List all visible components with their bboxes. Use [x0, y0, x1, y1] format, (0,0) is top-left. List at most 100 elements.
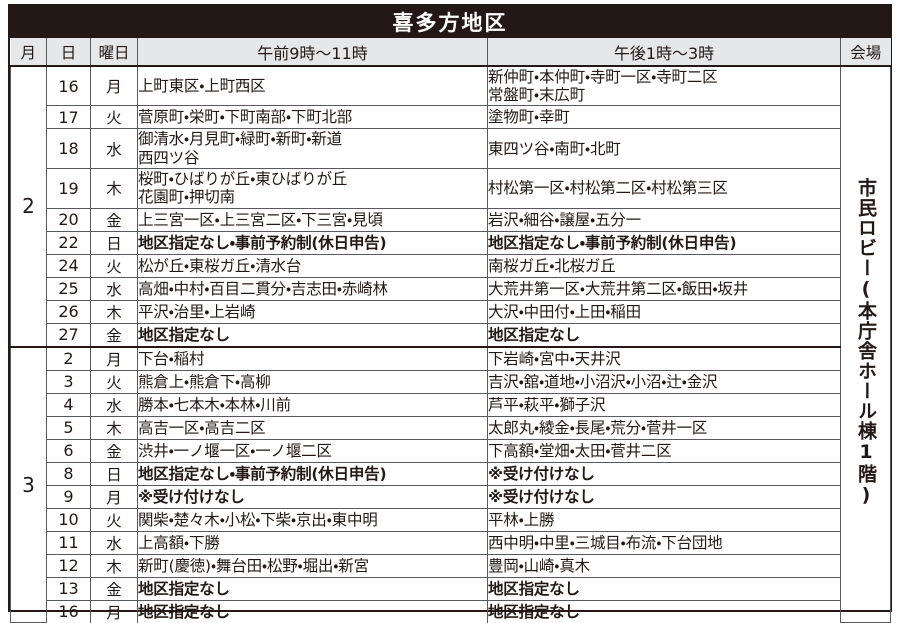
weekday-cell: 火	[90, 369, 138, 394]
afternoon-areas-cell: 芦平・萩平・獅子沢	[487, 392, 841, 417]
weekday-cell: 金	[90, 576, 138, 601]
weekday-cell: 木	[90, 299, 138, 324]
afternoon-areas-cell: 大荒井第一区・大荒井第二区・飯田・坂井	[487, 276, 841, 301]
day-cell: 24	[46, 253, 91, 278]
month-cell: 3	[10, 345, 47, 623]
afternoon-areas-cell: 地区指定なし・事前予約制(休日申告)	[487, 230, 841, 255]
afternoon-areas-cell: 豊岡・山崎・真木	[487, 553, 841, 578]
table-row: 20 金上三宮一区・上三宮二区・下三宮・見頃 岩沢・細谷・譲屋・五分一	[11, 207, 891, 232]
day-cell: 16	[46, 65, 91, 107]
table-row: 24 火松が丘・東桜ガ丘・清水台 南桜ガ丘・北桜ガ丘	[11, 253, 891, 278]
day-cell: 13	[46, 576, 91, 601]
morning-areas-cell: 地区指定なし	[137, 576, 488, 601]
table-row: 27 金地区指定なし 地区指定なし	[11, 322, 891, 348]
column-header-venue: 会場	[840, 38, 891, 67]
afternoon-areas-cell: 下高額・堂畑・太田・菅井二区	[487, 438, 841, 463]
afternoon-areas-cell: 新仲町・本仲町・寺町一区・寺町二区 常盤町・末広町	[487, 65, 841, 107]
afternoon-areas-cell: 吉沢・舘・道地・小沼沢・小沼・辻・金沢	[487, 369, 841, 394]
day-cell: 5	[46, 415, 91, 440]
schedule-table: 月 日 曜日 午前9時〜11時 午後1時〜3時 会場 2 16 月上町東区・上町西区…	[10, 38, 891, 623]
morning-areas-cell: 地区指定なし・事前予約制(休日申告)	[137, 230, 488, 255]
morning-areas-cell: 松が丘・東桜ガ丘・清水台	[137, 253, 488, 278]
table-row: 19 木桜町・ひばりが丘・東ひばりが丘 花園町・押切南 村松第一区・村松第二区・村松第…	[11, 168, 891, 209]
table-row: 4 水勝本・七本木・本林・川前 芦平・萩平・獅子沢	[11, 392, 891, 417]
morning-areas-cell: 上高額・下勝	[137, 530, 488, 555]
column-header-dow: 曜日	[90, 38, 138, 67]
morning-areas-cell: 桜町・ひばりが丘・東ひばりが丘 花園町・押切南	[137, 168, 488, 209]
table-row: 5 木高吉一区・高吉二区 太郎丸・綾金・長尾・荒分・菅井一区	[11, 415, 891, 440]
table-row: 16 月地区指定なし 地区指定なし	[11, 599, 891, 623]
weekday-cell: 水	[90, 276, 138, 301]
weekday-cell: 月	[90, 599, 138, 623]
afternoon-areas-cell: ※受け付けなし	[487, 484, 841, 509]
afternoon-areas-cell: 西中明・中里・三城目・布流・下台団地	[487, 530, 841, 555]
afternoon-areas-cell: 東四ツ谷・南町・北町	[487, 128, 841, 170]
table-row: 26 木平沢・治里・上岩崎 大沢・中田付・上田・稲田	[11, 299, 891, 324]
afternoon-areas-cell: 太郎丸・綾金・長尾・荒分・菅井一区	[487, 415, 841, 440]
day-cell: 25	[46, 276, 91, 301]
morning-areas-cell: 新町(慶徳)・舞台田・松野・堀出・新宮	[137, 553, 488, 578]
weekday-cell: 木	[90, 553, 138, 578]
month-cell: 2	[10, 65, 47, 348]
table-row: 11 水上高額・下勝 西中明・中里・三城目・布流・下台団地	[11, 530, 891, 555]
morning-areas-cell: 菅原町・栄町・下町南部・下町北部	[137, 105, 488, 130]
day-cell: 18	[46, 128, 91, 170]
table-row: 13 金地区指定なし 地区指定なし	[11, 576, 891, 601]
page-title: 喜多方地区	[10, 6, 890, 38]
afternoon-areas-cell: 南桜ガ丘・北桜ガ丘	[487, 253, 841, 278]
table-row: 8 日地区指定なし・事前予約制(休日申告) ※受け付けなし	[11, 461, 891, 486]
weekday-cell: 月	[90, 345, 138, 371]
table-row: 12 木新町(慶徳)・舞台田・松野・堀出・新宮 豊岡・山崎・真木	[11, 553, 891, 578]
schedule-sheet: 喜多方地区 月 日 曜日 午前9時〜11時 午後1時〜3時 会場 2 16 月上町東…	[8, 4, 892, 623]
venue-label: 市民ロビー(本庁舎ホール棟1階)	[855, 178, 877, 508]
afternoon-areas-cell: 村松第一区・村松第二区・村松第三区	[487, 168, 841, 209]
weekday-cell: 火	[90, 507, 138, 532]
weekday-cell: 木	[90, 168, 138, 209]
weekday-cell: 日	[90, 230, 138, 255]
day-cell: 2	[46, 345, 91, 371]
morning-areas-cell: 地区指定なし・事前予約制(休日申告)	[137, 461, 488, 486]
table-row: 3 2 月下台・稲村 下岩崎・宮中・天井沢	[10, 345, 891, 623]
morning-areas-cell: 渋井・一ノ堰一区・一ノ堰二区	[137, 438, 488, 463]
morning-areas-cell: 関柴・楚々木・小松・下柴・京出・東中明	[137, 507, 488, 532]
morning-areas-cell: 平沢・治里・上岩崎	[137, 299, 488, 324]
day-cell: 4	[46, 392, 91, 417]
day-cell: 20	[46, 207, 91, 232]
page-title-text: 喜多方地区	[392, 11, 508, 35]
weekday-cell: 日	[90, 461, 138, 486]
day-cell: 8	[46, 461, 91, 486]
morning-areas-cell: ※受け付けなし	[137, 484, 488, 509]
morning-areas-cell: 御清水・月見町・緑町・新町・新道 西四ツ谷	[137, 128, 488, 170]
table-row: 25 水高畑・中村・百目二貫分・吉志田・赤崎林 大荒井第一区・大荒井第二区・飯田・坂…	[11, 276, 891, 301]
day-cell: 16	[46, 599, 91, 623]
column-header-morning: 午前9時〜11時	[137, 38, 488, 67]
afternoon-areas-cell: 地区指定なし	[487, 322, 841, 348]
afternoon-areas-cell: 大沢・中田付・上田・稲田	[487, 299, 841, 324]
weekday-cell: 火	[90, 105, 138, 130]
column-header-month: 月	[10, 38, 47, 67]
column-header-afternoon: 午後1時〜3時	[487, 38, 841, 67]
weekday-cell: 木	[90, 415, 138, 440]
afternoon-areas-cell: 下岩崎・宮中・天井沢	[487, 345, 841, 371]
table-row: 17 火菅原町・栄町・下町南部・下町北部 塗物町・幸町	[11, 105, 891, 130]
weekday-cell: 金	[90, 438, 138, 463]
afternoon-areas-cell: 地区指定なし	[487, 576, 841, 601]
afternoon-areas-cell: 岩沢・細谷・譲屋・五分一	[487, 207, 841, 232]
day-cell: 27	[46, 322, 91, 348]
morning-areas-cell: 勝本・七本木・本林・川前	[137, 392, 488, 417]
afternoon-areas-cell: 塗物町・幸町	[487, 105, 841, 130]
weekday-cell: 火	[90, 253, 138, 278]
day-cell: 12	[46, 553, 91, 578]
afternoon-areas-cell: 平林・上勝	[487, 507, 841, 532]
weekday-cell: 金	[90, 207, 138, 232]
table-row: 18 水御清水・月見町・緑町・新町・新道 西四ツ谷 東四ツ谷・南町・北町	[11, 128, 891, 170]
table-row: 3 火熊倉上・熊倉下・高柳 吉沢・舘・道地・小沼沢・小沼・辻・金沢	[11, 369, 891, 394]
morning-areas-cell: 地区指定なし	[137, 322, 488, 348]
table-row: 9 月 ※受け付けなし ※受け付けなし	[11, 484, 891, 509]
morning-areas-cell: 高吉一区・高吉二区	[137, 415, 488, 440]
table-header: 月 日 曜日 午前9時〜11時 午後1時〜3時 会場	[10, 38, 891, 67]
morning-areas-cell: 上三宮一区・上三宮二区・下三宮・見頃	[137, 207, 488, 232]
day-cell: 19	[46, 168, 91, 209]
weekday-cell: 金	[90, 322, 138, 348]
afternoon-areas-cell: 地区指定なし	[487, 599, 841, 623]
